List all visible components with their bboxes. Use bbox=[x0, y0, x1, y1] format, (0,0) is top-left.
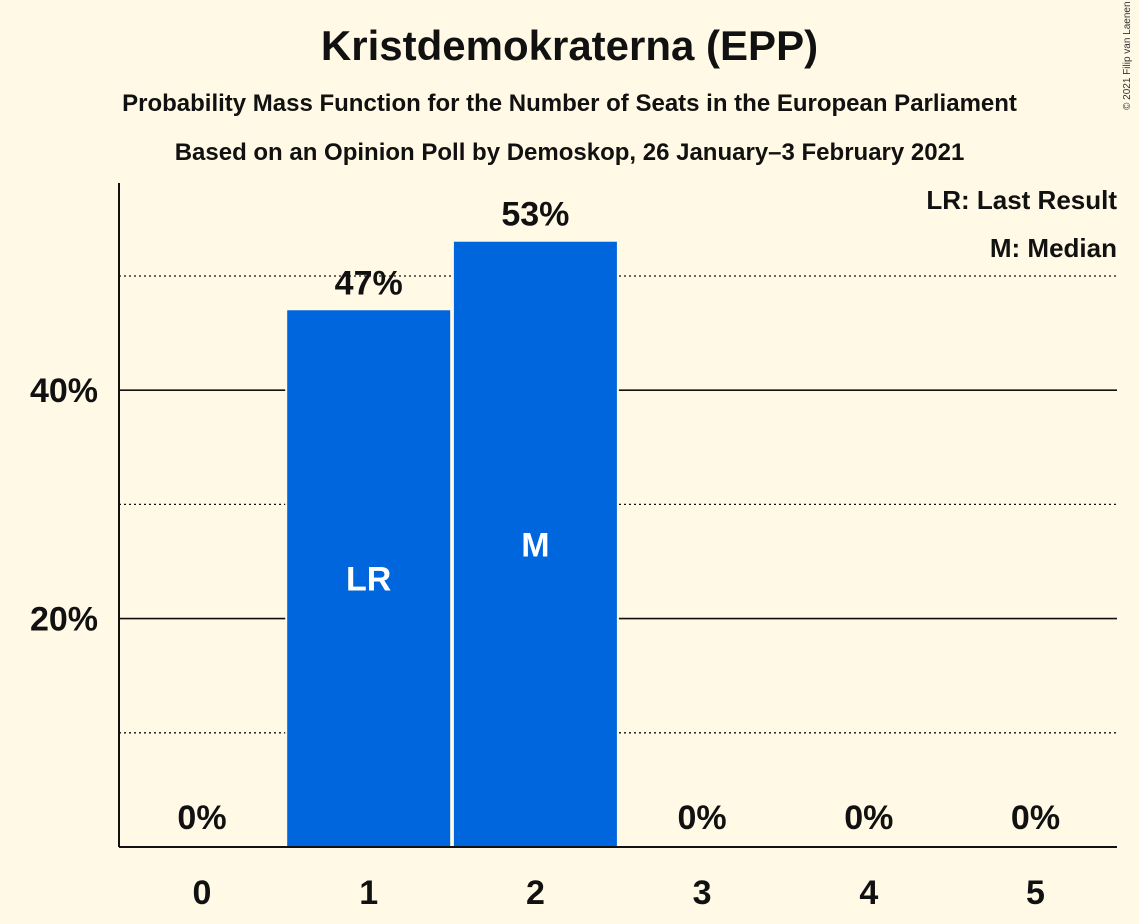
x-tick-label: 1 bbox=[359, 874, 378, 912]
data-label: 0% bbox=[678, 799, 727, 837]
x-tick-label: 3 bbox=[693, 874, 712, 912]
x-tick-label: 0 bbox=[193, 874, 212, 912]
y-tick-label: 40% bbox=[30, 372, 98, 410]
x-tick-label: 5 bbox=[1026, 874, 1045, 912]
data-label: 0% bbox=[177, 799, 226, 837]
x-tick-label: 4 bbox=[859, 874, 878, 912]
y-tick-label: 20% bbox=[30, 601, 98, 639]
legend-median: M: Median bbox=[990, 233, 1117, 263]
bar bbox=[287, 310, 451, 847]
data-label: 47% bbox=[335, 264, 403, 302]
bar-marker: M bbox=[521, 526, 549, 564]
chart-title: Kristdemokraterna (EPP) bbox=[320, 22, 819, 69]
data-label: 53% bbox=[501, 196, 569, 234]
value-labels: 0% 0 47% LR 1 53% M 2 0% 3 0% 4 0% 5 bbox=[177, 196, 1060, 912]
bars bbox=[285, 241, 619, 848]
legend-last-result: LR: Last Result bbox=[926, 185, 1117, 215]
chart-source-subtitle: Based on an Opinion Poll by Demoskop, 26… bbox=[174, 139, 965, 166]
data-label: 0% bbox=[1011, 799, 1060, 837]
data-label: 0% bbox=[844, 799, 893, 837]
chart-subtitle: Probability Mass Function for the Number… bbox=[122, 90, 1017, 117]
bar bbox=[453, 241, 617, 848]
axes bbox=[118, 183, 1117, 848]
bar-marker: LR bbox=[346, 561, 391, 599]
x-tick-label: 2 bbox=[526, 874, 545, 912]
